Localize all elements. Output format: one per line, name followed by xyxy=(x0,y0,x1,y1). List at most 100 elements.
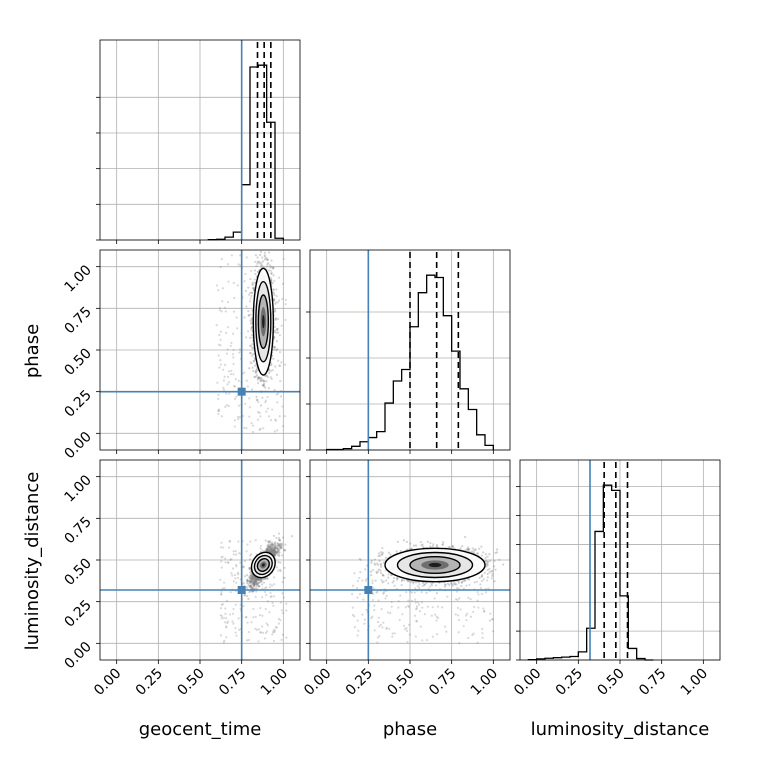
scatter-phase-vs-geocent-time-point xyxy=(251,346,254,350)
scatter-phase-vs-geocent-time-tail-point xyxy=(284,298,287,301)
scatter-luminosity-distance-vs-geocent-time-point xyxy=(250,587,253,590)
scatter-luminosity-distance-vs-geocent-time-tail-point xyxy=(267,545,270,548)
scatter-luminosity-distance-vs-geocent-time-point xyxy=(270,551,273,554)
scatter-phase-vs-geocent-time-tail-point xyxy=(226,326,230,329)
scatter-luminosity-distance-vs-geocent-time-tail-point xyxy=(270,595,273,598)
scatter-luminosity-distance-vs-geocent-time-tail-point xyxy=(249,582,252,585)
scatter-phase-vs-geocent-time-tail-point xyxy=(278,334,282,337)
scatter-phase-vs-geocent-time-tail-point xyxy=(275,393,278,396)
scatter-luminosity-distance-vs-phase-point xyxy=(423,583,426,586)
scatter-phase-vs-geocent-time-point xyxy=(253,269,257,272)
scatter-luminosity-distance-vs-geocent-time-point xyxy=(274,552,277,555)
scatter-luminosity-distance-vs-geocent-time-point xyxy=(255,590,258,593)
scatter-luminosity-distance-vs-geocent-time-point xyxy=(277,548,280,551)
scatter-luminosity-distance-vs-phase-point xyxy=(387,576,390,579)
scatter-luminosity-distance-vs-geocent-time-tail-point xyxy=(261,596,264,599)
scatter-luminosity-distance-vs-geocent-time-point xyxy=(272,549,275,552)
scatter-phase-vs-geocent-time-tail-point xyxy=(271,408,274,411)
scatter-phase-vs-geocent-time-point xyxy=(259,253,262,257)
scatter-luminosity-distance-vs-geocent-time-point xyxy=(277,543,281,546)
scatter-phase-vs-geocent-time-tail-point xyxy=(219,363,223,366)
scatter-phase-vs-geocent-time-tail-point xyxy=(247,330,250,333)
scatter-luminosity-distance-vs-geocent-time-point xyxy=(269,545,272,548)
scatter-phase-vs-geocent-time-tail-point xyxy=(245,379,248,382)
scatter-phase-vs-geocent-time-tail-point xyxy=(218,333,221,337)
scatter-luminosity-distance-vs-phase-point xyxy=(448,545,451,549)
scatter-luminosity-distance-vs-phase-point xyxy=(374,579,377,582)
scatter-luminosity-distance-vs-geocent-time-tail-point xyxy=(237,540,240,543)
scatter-phase-vs-geocent-time-point xyxy=(273,388,276,392)
scatter-luminosity-distance-vs-geocent-time-tail-point xyxy=(285,609,288,612)
scatter-luminosity-distance-vs-geocent-time-point xyxy=(259,547,262,550)
scatter-phase-vs-geocent-time-point xyxy=(276,327,279,331)
scatter-luminosity-distance-vs-geocent-time-tail-point xyxy=(269,586,272,589)
scatter-phase-vs-geocent-time-tail-point xyxy=(256,418,260,421)
scatter-luminosity-distance-vs-geocent-time-point xyxy=(264,577,267,580)
scatter-luminosity-distance-vs-geocent-time-point xyxy=(251,575,254,578)
scatter-luminosity-distance-vs-phase-point xyxy=(395,578,399,581)
scatter-phase-vs-geocent-time-point xyxy=(251,281,254,284)
scatter-luminosity-distance-vs-geocent-time-tail-point xyxy=(255,628,258,631)
scatter-luminosity-distance-vs-phase-point xyxy=(382,561,385,564)
scatter-phase-vs-geocent-time-tail-point xyxy=(228,392,231,395)
scatter-phase-vs-geocent-time-tail-point xyxy=(217,412,220,415)
scatter-phase-vs-geocent-time-point xyxy=(256,378,259,381)
scatter-luminosity-distance-vs-geocent-time-point xyxy=(248,566,252,569)
scatter-phase-vs-geocent-time-point xyxy=(272,266,275,269)
scatter-phase-vs-geocent-time-tail-point xyxy=(232,348,235,351)
scatter-luminosity-distance-vs-geocent-time-point xyxy=(267,545,271,548)
scatter-phase-vs-geocent-time-tail-point xyxy=(217,289,220,292)
scatter-phase-vs-geocent-time-tail-point xyxy=(251,424,255,427)
scatter-luminosity-distance-vs-geocent-time-point xyxy=(273,553,276,557)
scatter-phase-vs-geocent-time-contour-0 xyxy=(252,267,275,376)
scatter-luminosity-distance-vs-geocent-time-point xyxy=(255,579,258,582)
scatter-luminosity-distance-vs-phase-point xyxy=(429,545,432,548)
scatter-phase-vs-geocent-time-tail-point xyxy=(251,283,254,286)
hist-luminosity-distance-xtick-label-1: 0.25 xyxy=(553,666,586,699)
scatter-luminosity-distance-vs-geocent-time-point xyxy=(254,583,257,586)
scatter-luminosity-distance-vs-geocent-time-point xyxy=(265,548,268,551)
scatter-luminosity-distance-vs-geocent-time-point xyxy=(255,582,258,585)
scatter-luminosity-distance-vs-geocent-time-point xyxy=(243,594,246,597)
scatter-phase-vs-geocent-time-tail-point xyxy=(223,375,226,378)
scatter-phase-vs-geocent-time-tail-point xyxy=(215,324,218,327)
scatter-phase-vs-geocent-time-tail-point xyxy=(278,415,281,418)
scatter-luminosity-distance-vs-phase-point xyxy=(461,544,464,548)
scatter-luminosity-distance-vs-geocent-time-point xyxy=(252,581,255,584)
scatter-luminosity-distance-vs-geocent-time-point xyxy=(268,549,271,552)
scatter-luminosity-distance-vs-geocent-time-point xyxy=(267,547,270,550)
scatter-phase-vs-geocent-time-tail-point xyxy=(229,372,232,376)
scatter-phase-vs-geocent-time-point xyxy=(267,243,269,245)
scatter-luminosity-distance-vs-geocent-time-point xyxy=(253,580,256,583)
scatter-phase-vs-geocent-time-tail-point xyxy=(217,354,220,357)
scatter-luminosity-distance-vs-geocent-time-tail-point xyxy=(266,550,269,553)
scatter-phase-vs-geocent-time-tail-point xyxy=(243,280,246,283)
scatter-luminosity-distance-vs-geocent-time-tail-point xyxy=(282,576,285,579)
scatter-phase-vs-geocent-time-tail-point xyxy=(220,257,223,261)
scatter-luminosity-distance-vs-geocent-time-tail-point xyxy=(229,558,232,561)
scatter-luminosity-distance-vs-geocent-time-point xyxy=(277,536,281,540)
scatter-luminosity-distance-vs-geocent-time-tail-point xyxy=(243,575,247,578)
scatter-luminosity-distance-vs-geocent-time-tail-point xyxy=(272,604,275,607)
scatter-luminosity-distance-vs-geocent-time-point xyxy=(248,584,252,588)
scatter-luminosity-distance-vs-geocent-time-point xyxy=(258,581,262,584)
scatter-luminosity-distance-vs-geocent-time-tail-point xyxy=(280,545,283,548)
scatter-luminosity-distance-vs-geocent-time-tail-point xyxy=(223,587,226,590)
scatter-phase-vs-geocent-time-tail-point xyxy=(253,375,256,379)
scatter-phase-vs-geocent-time-point xyxy=(257,382,260,385)
scatter-luminosity-distance-vs-geocent-time-xtick-label-2: 0.50 xyxy=(174,666,207,699)
scatter-luminosity-distance-vs-geocent-time-tail-point xyxy=(285,602,288,605)
scatter-phase-vs-geocent-time-tail-point xyxy=(226,300,230,304)
scatter-luminosity-distance-vs-geocent-time-point xyxy=(272,544,275,547)
scatter-luminosity-distance-vs-geocent-time-point xyxy=(253,582,256,585)
scatter-phase-vs-geocent-time-ytick-label-0: 0.00 xyxy=(61,429,94,462)
scatter-luminosity-distance-vs-geocent-time-point xyxy=(254,579,257,582)
scatter-luminosity-distance-vs-geocent-time-point xyxy=(249,574,253,577)
scatter-phase-vs-geocent-time-tail-point xyxy=(224,331,228,334)
scatter-phase-vs-geocent-time-point xyxy=(260,264,263,267)
scatter-luminosity-distance-vs-geocent-time-point xyxy=(252,584,255,587)
scatter-luminosity-distance-vs-geocent-time-tail-point xyxy=(257,640,260,643)
scatter-phase-vs-geocent-time-tail-point xyxy=(216,381,219,384)
scatter-luminosity-distance-vs-geocent-time-tail-point xyxy=(263,637,267,640)
scatter-luminosity-distance-vs-geocent-time-tail-point xyxy=(268,611,271,614)
